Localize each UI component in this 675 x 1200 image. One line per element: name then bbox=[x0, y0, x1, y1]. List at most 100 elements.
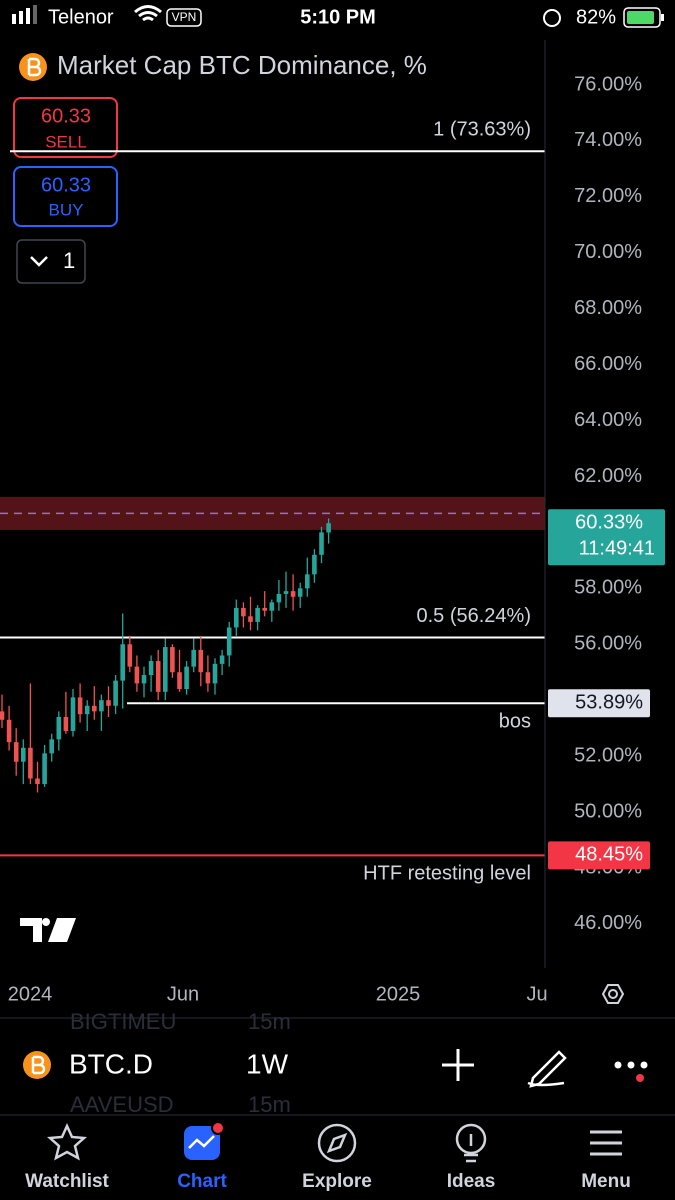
y-tick-label: 52.00% bbox=[574, 744, 642, 766]
candle-body bbox=[148, 661, 154, 676]
price-tag-label: 48.45% bbox=[575, 844, 643, 866]
more-dot[interactable] bbox=[640, 1061, 648, 1069]
current-price-label: 60.33% bbox=[575, 511, 643, 533]
candle-body bbox=[163, 647, 168, 692]
y-tick-label: 66.00% bbox=[574, 353, 642, 375]
tab-label[interactable]: Explore bbox=[302, 1171, 372, 1192]
y-tick-label: 70.00% bbox=[574, 241, 642, 263]
quantity[interactable]: 1 bbox=[63, 248, 75, 273]
level-label: 1 (73.63%) bbox=[433, 119, 531, 141]
candle-body bbox=[56, 716, 62, 740]
candle-body bbox=[155, 661, 161, 692]
candle-body bbox=[177, 672, 182, 690]
tab-label[interactable]: Menu bbox=[581, 1171, 631, 1192]
y-tick-label: 46.00% bbox=[574, 912, 642, 934]
candle-body bbox=[134, 666, 140, 684]
tab-label[interactable]: Watchlist bbox=[25, 1171, 109, 1192]
tab-label[interactable]: Ideas bbox=[447, 1171, 496, 1192]
signal-bar bbox=[12, 14, 16, 24]
y-tick-label: 74.00% bbox=[574, 129, 642, 151]
candle-body bbox=[84, 705, 90, 715]
behind-interval: 15m bbox=[248, 1009, 291, 1034]
candle-body bbox=[35, 778, 40, 785]
settings-icon-center[interactable] bbox=[608, 989, 618, 999]
chart-title: Market Cap BTC Dominance, % bbox=[57, 50, 427, 80]
carrier: Telenor bbox=[48, 6, 114, 28]
settings-icon[interactable] bbox=[601, 984, 625, 1004]
buy-label[interactable]: BUY bbox=[49, 200, 84, 219]
battery-percent: 82% bbox=[576, 6, 616, 28]
interval[interactable]: 1W bbox=[246, 1048, 289, 1079]
candle-body bbox=[241, 607, 246, 617]
candle-body bbox=[106, 700, 111, 706]
candle-body bbox=[77, 697, 83, 715]
more-dot[interactable] bbox=[614, 1061, 622, 1069]
battery-outline bbox=[623, 7, 661, 28]
add-icon[interactable] bbox=[442, 1049, 474, 1081]
candle-body bbox=[13, 742, 19, 762]
behind-symbol: BIGTIMEU bbox=[70, 1009, 176, 1034]
behind-symbol: AAVEUSD bbox=[70, 1092, 174, 1117]
bulb-base[interactable] bbox=[464, 1134, 478, 1163]
current-price-tag bbox=[548, 509, 665, 566]
sell-button[interactable]: 60.33 SELL bbox=[13, 97, 118, 158]
btc-icon-glyph bbox=[31, 1055, 46, 1075]
sell-box[interactable] bbox=[13, 97, 118, 158]
candle-body bbox=[276, 593, 282, 603]
ideas-icon[interactable] bbox=[455, 1123, 487, 1155]
battery-tip bbox=[661, 14, 664, 21]
signal-bar bbox=[33, 5, 37, 24]
compass-needle[interactable] bbox=[326, 1132, 348, 1154]
candle-body bbox=[219, 655, 225, 664]
sell-label[interactable]: SELL bbox=[45, 132, 87, 151]
dropdown-box[interactable] bbox=[16, 239, 86, 284]
candle-body bbox=[305, 574, 310, 589]
candle-body bbox=[42, 753, 47, 785]
btc-icon-glyph bbox=[27, 57, 42, 77]
battery-level bbox=[627, 11, 654, 24]
y-tick-label: 50.00% bbox=[574, 800, 642, 822]
buy-price[interactable]: 60.33 bbox=[41, 174, 91, 196]
candle-body bbox=[99, 700, 104, 712]
candle-body bbox=[92, 705, 97, 712]
watchlist-icon[interactable] bbox=[46, 1122, 88, 1161]
y-tick-label: 58.00% bbox=[574, 577, 642, 599]
level-label: HTF retesting level bbox=[363, 863, 531, 885]
buy-button[interactable]: 60.33 BUY bbox=[13, 166, 118, 227]
level-label: 0.5 (56.24%) bbox=[416, 605, 531, 627]
candle-body bbox=[63, 716, 69, 731]
buy-box[interactable] bbox=[13, 166, 118, 227]
candle-body bbox=[255, 607, 260, 622]
candle-body bbox=[70, 697, 76, 731]
tab-label[interactable]: Chart bbox=[177, 1171, 227, 1192]
candle-body bbox=[49, 739, 54, 754]
chart-icon-line[interactable] bbox=[188, 1135, 215, 1149]
explore-icon[interactable] bbox=[317, 1123, 357, 1163]
x-tick-label: 2025 bbox=[376, 983, 421, 1005]
wifi-icon bbox=[134, 5, 162, 22]
candle-body bbox=[319, 532, 324, 555]
candle-body bbox=[0, 711, 5, 720]
candle-body bbox=[21, 747, 26, 762]
candle-body bbox=[184, 666, 189, 690]
x-tick-label: 2024 bbox=[8, 983, 53, 1005]
candle-body bbox=[113, 680, 118, 706]
candle-body bbox=[127, 644, 133, 667]
candle-body bbox=[198, 649, 204, 673]
vpn-text: VPN bbox=[172, 10, 197, 24]
menu-icon[interactable] bbox=[590, 1130, 622, 1156]
symbol[interactable]: BTC.D bbox=[69, 1048, 153, 1079]
candle-body bbox=[262, 607, 267, 611]
level-label: bos bbox=[499, 711, 531, 733]
candle-body bbox=[6, 719, 12, 743]
sell-price[interactable]: 60.33 bbox=[41, 105, 91, 127]
more-dot[interactable] bbox=[627, 1061, 635, 1069]
x-tick-label: Ju bbox=[526, 983, 547, 1005]
y-tick-label: 68.00% bbox=[574, 297, 642, 319]
chevron-icon[interactable] bbox=[30, 256, 48, 267]
draw-icon[interactable] bbox=[527, 1050, 567, 1088]
quantity-dropdown[interactable]: 1 bbox=[16, 239, 86, 284]
price-tag-label: 53.89% bbox=[575, 692, 643, 714]
